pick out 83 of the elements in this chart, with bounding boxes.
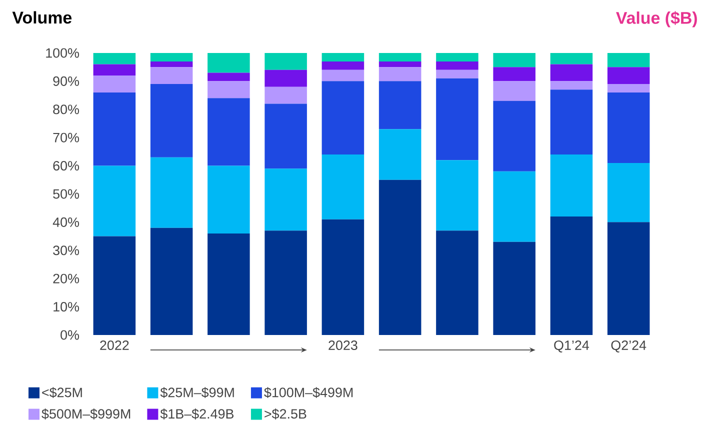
- bar: [208, 72, 250, 82]
- bar: [150, 52, 193, 62]
- bar: [607, 92, 650, 163]
- bar: [150, 84, 193, 158]
- bar: [322, 154, 364, 220]
- y-tick-label: 100%: [46, 48, 80, 58]
- bar: [550, 52, 593, 64]
- bar: [208, 166, 250, 234]
- bar: [493, 171, 536, 242]
- y-tick-label: 90%: [53, 76, 80, 86]
- bar: [208, 81, 250, 98]
- legend-label: $1B–$2.49B: [160, 408, 234, 420]
- bar: [264, 230, 307, 335]
- bar: [607, 67, 650, 84]
- bar: [322, 81, 364, 155]
- bar: [322, 61, 364, 70]
- bar: [493, 52, 536, 68]
- bar: [264, 86, 307, 104]
- bar: [208, 233, 250, 335]
- bar: [550, 216, 593, 335]
- bar: [378, 129, 422, 180]
- bar: [93, 236, 136, 335]
- bar: [493, 100, 536, 172]
- bar: [264, 70, 307, 87]
- bar: [264, 168, 307, 231]
- y-tick-label: 60%: [53, 161, 80, 171]
- y-tick-label: 30%: [53, 246, 80, 256]
- legend-label: $100M–$499M: [264, 387, 353, 398]
- y-tick-label: 40%: [52, 217, 80, 227]
- bar: [550, 90, 593, 155]
- bar: [93, 166, 136, 236]
- bar: [93, 92, 136, 166]
- bar: [493, 67, 536, 82]
- text: Value ($B): [616, 11, 697, 28]
- legend-label: >$2.5B: [264, 408, 306, 420]
- x-tick-label: 2022: [100, 340, 129, 350]
- bar: [436, 230, 478, 335]
- y-tick-label: 0%: [60, 330, 80, 340]
- bar: [150, 61, 193, 68]
- bar: [436, 160, 478, 231]
- bar: [208, 98, 250, 166]
- bar: [322, 70, 364, 82]
- bar: [322, 219, 364, 335]
- bar: [550, 154, 593, 217]
- legend-label: $500M–$999M: [42, 408, 130, 420]
- bar: [607, 52, 650, 68]
- y-tick-label: 50%: [53, 189, 80, 199]
- bar: [150, 67, 193, 84]
- bar: [378, 52, 422, 62]
- x-tick-label: 2023: [328, 340, 358, 350]
- legend-label: <$25M: [42, 387, 82, 398]
- bar: [93, 76, 136, 92]
- bar: [436, 78, 478, 160]
- bar: [93, 64, 136, 76]
- y-tick-label: 10%: [54, 302, 80, 312]
- bar: [550, 64, 593, 82]
- bar: [493, 81, 536, 101]
- bar: [378, 180, 422, 335]
- bar: [208, 52, 250, 73]
- bar: [150, 157, 193, 228]
- y-tick-label: 20%: [53, 274, 80, 284]
- bar: [264, 104, 307, 169]
- bar: [607, 84, 650, 92]
- bar: [322, 52, 364, 62]
- bar: [378, 61, 422, 68]
- bar: [264, 52, 307, 70]
- legend-label: $25M–$99M: [160, 387, 234, 398]
- bar: [550, 81, 593, 90]
- bar: [493, 242, 536, 335]
- bar: [93, 52, 136, 64]
- bar: [436, 70, 478, 78]
- x-tick-label: Q1’24: [554, 340, 590, 352]
- bar: [607, 162, 650, 222]
- bar: [150, 228, 193, 335]
- x-tick-label: Q2’24: [611, 340, 646, 352]
- bar: [436, 52, 478, 62]
- chart-title: Volume: [12, 11, 72, 24]
- bar: [607, 222, 650, 335]
- bar: [436, 61, 478, 70]
- bar: [378, 67, 422, 82]
- y-tick-label: 80%: [53, 104, 80, 114]
- y-tick-label: 70%: [53, 132, 80, 142]
- bar: [378, 81, 422, 130]
